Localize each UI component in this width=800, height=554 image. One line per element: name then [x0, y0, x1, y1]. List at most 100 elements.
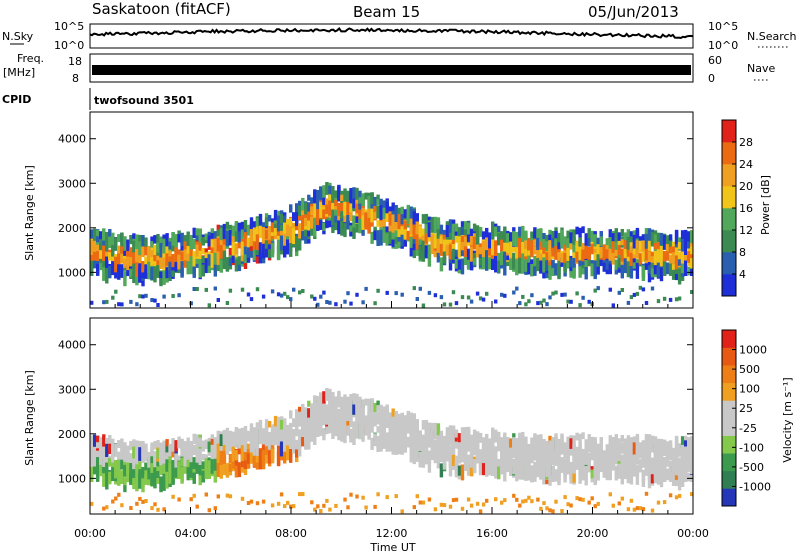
- nsky-trace: [89, 26, 694, 40]
- echo-pixel: [105, 443, 109, 457]
- echo-pixel: [620, 229, 624, 237]
- echo-pixel: [189, 441, 193, 456]
- echo-pixel: [554, 263, 558, 276]
- echo-pixel: [147, 246, 151, 262]
- echo-pixel: [219, 465, 223, 479]
- echo-pixel: [418, 245, 422, 260]
- echo-pixel: [424, 419, 429, 436]
- echo-pixel: [289, 241, 293, 257]
- ground-scatter-pixel: [325, 498, 329, 503]
- echo-pixel: [150, 456, 154, 464]
- ground-scatter-pixel: [536, 497, 540, 502]
- echo-pixel: [436, 433, 441, 445]
- echo-pixel: [261, 222, 266, 230]
- echo-pixel: [204, 258, 208, 274]
- echo-pixel: [539, 445, 543, 456]
- echo-pixel: [231, 242, 236, 256]
- echo-pixel: [412, 417, 416, 432]
- echo-pixel: [469, 246, 474, 262]
- echo-pixel: [415, 440, 419, 456]
- echo-pixel: [346, 190, 350, 203]
- echo-pixel: [400, 206, 404, 218]
- echo-pixel: [355, 409, 359, 420]
- echo-pixel: [150, 241, 154, 248]
- cpid-label: CPID: [2, 93, 31, 106]
- echo-pixel: [385, 407, 389, 423]
- echo-pixel: [509, 464, 513, 476]
- ground-scatter-pixel: [433, 293, 438, 298]
- echo-pixel: [352, 400, 356, 415]
- echo-pixel: [334, 422, 338, 429]
- ground-scatter-pixel: [255, 287, 260, 292]
- echo-pixel: [494, 240, 498, 251]
- echo-pixel: [415, 213, 419, 228]
- echo-pixel: [409, 218, 413, 235]
- echo-pixel: [650, 474, 655, 484]
- echo-pixel: [548, 451, 552, 467]
- echo-pixel: [255, 424, 260, 435]
- echo-pixel: [578, 266, 582, 278]
- y-tick-label: 1000: [58, 472, 86, 485]
- echo-pixel: [111, 241, 115, 257]
- echo-pixel: [156, 462, 160, 472]
- echo-pixel: [96, 236, 100, 243]
- colorbar-swatch: [722, 347, 736, 366]
- ground-scatter-pixel: [286, 500, 290, 505]
- echo-pixel: [632, 262, 637, 269]
- time-axis-ticks: 00:00 04:00 08:00 12:00 16:00 20:00 00:00: [74, 301, 709, 540]
- echo-pixel: [690, 230, 694, 245]
- echo-pixel: [292, 212, 296, 221]
- echo-pixel: [379, 205, 383, 220]
- echo-pixel: [656, 447, 661, 457]
- echo-pixel: [593, 234, 597, 247]
- echo-pixel: [358, 424, 362, 440]
- echo-pixel: [536, 434, 540, 450]
- echo-pixel: [687, 472, 691, 482]
- echo-pixel: [165, 261, 169, 274]
- echo-pixel: [445, 441, 450, 453]
- echo-pixel: [545, 237, 549, 251]
- echo-pixel: [397, 413, 401, 426]
- echo-pixel: [195, 255, 199, 264]
- echo-pixel: [617, 232, 621, 245]
- echo-pixel: [138, 460, 142, 471]
- echo-pixel: [500, 231, 504, 244]
- echo-pixel: [337, 409, 341, 418]
- echo-pixel: [108, 229, 112, 242]
- echo-pixel: [539, 239, 543, 250]
- echo-pixel: [557, 265, 561, 280]
- echo-pixel: [641, 447, 646, 458]
- ground-scatter-pixel: [421, 500, 426, 505]
- echo-pixel: [394, 205, 398, 217]
- ground-scatter-pixel: [536, 301, 540, 306]
- echo-pixel: [433, 426, 438, 440]
- echo-pixel: [255, 432, 260, 443]
- echo-pixel: [677, 457, 682, 470]
- echo-pixel: [385, 233, 389, 246]
- echo-pixel: [665, 450, 670, 461]
- ground-scatter-pixel: [105, 505, 109, 510]
- echo-pixel: [325, 198, 329, 207]
- echo-pixel: [442, 457, 447, 470]
- echo-pixel: [258, 242, 263, 249]
- echo-pixel: [584, 260, 588, 267]
- echo-pixel: [201, 443, 205, 452]
- echo-pixel: [578, 255, 582, 270]
- echo-pixel: [183, 235, 187, 248]
- echo-pixel: [210, 228, 214, 238]
- echo-pixel: [635, 240, 640, 249]
- echo-pixel: [512, 451, 516, 459]
- echo-pixel: [322, 428, 326, 437]
- echo-pixel: [289, 226, 293, 239]
- echo-pixel: [644, 439, 649, 455]
- echo-pixel: [370, 398, 374, 411]
- echo-pixel: [521, 448, 525, 456]
- echo-pixel: [445, 235, 450, 247]
- colorbar-tick-label: 100: [739, 383, 760, 396]
- echo-pixel: [150, 250, 154, 258]
- echo-pixel: [111, 232, 115, 246]
- echo-pixel: [310, 412, 314, 422]
- echo-pixel: [355, 429, 359, 439]
- echo-pixel: [168, 261, 172, 278]
- echo-pixel: [542, 459, 546, 467]
